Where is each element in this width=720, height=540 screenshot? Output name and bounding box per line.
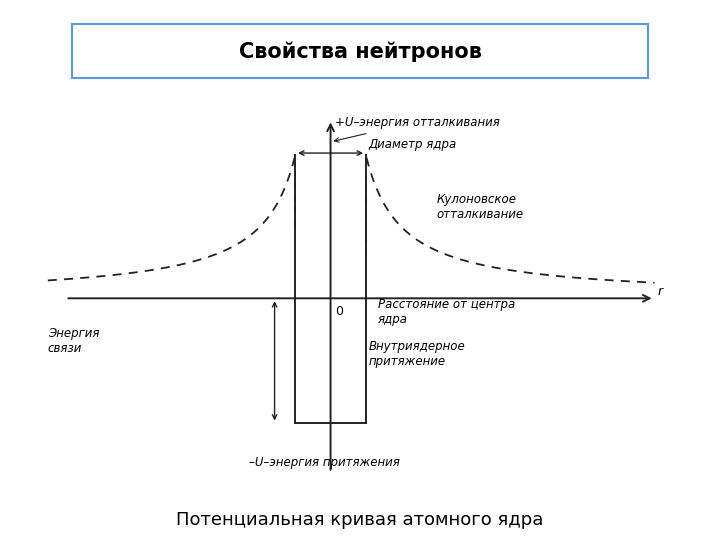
Text: r: r — [657, 285, 662, 298]
Text: Внутриядерное
притяжение: Внутриядерное притяжение — [369, 340, 466, 368]
Text: Кулоновское
отталкивание: Кулоновское отталкивание — [436, 193, 523, 221]
Text: 0: 0 — [335, 305, 343, 318]
Text: Свойства нейтронов: Свойства нейтронов — [238, 41, 482, 62]
Text: Диаметр ядра: Диаметр ядра — [369, 138, 457, 151]
Text: Потенциальная кривая атомного ядра: Потенциальная кривая атомного ядра — [176, 511, 544, 529]
Text: –U–энергия притяжения: –U–энергия притяжения — [249, 456, 400, 469]
Text: +U–энергия отталкивания: +U–энергия отталкивания — [336, 116, 500, 129]
Text: Расстояние от центра
ядра: Расстояние от центра ядра — [378, 298, 515, 326]
Text: Энергия
связи: Энергия связи — [48, 327, 99, 355]
